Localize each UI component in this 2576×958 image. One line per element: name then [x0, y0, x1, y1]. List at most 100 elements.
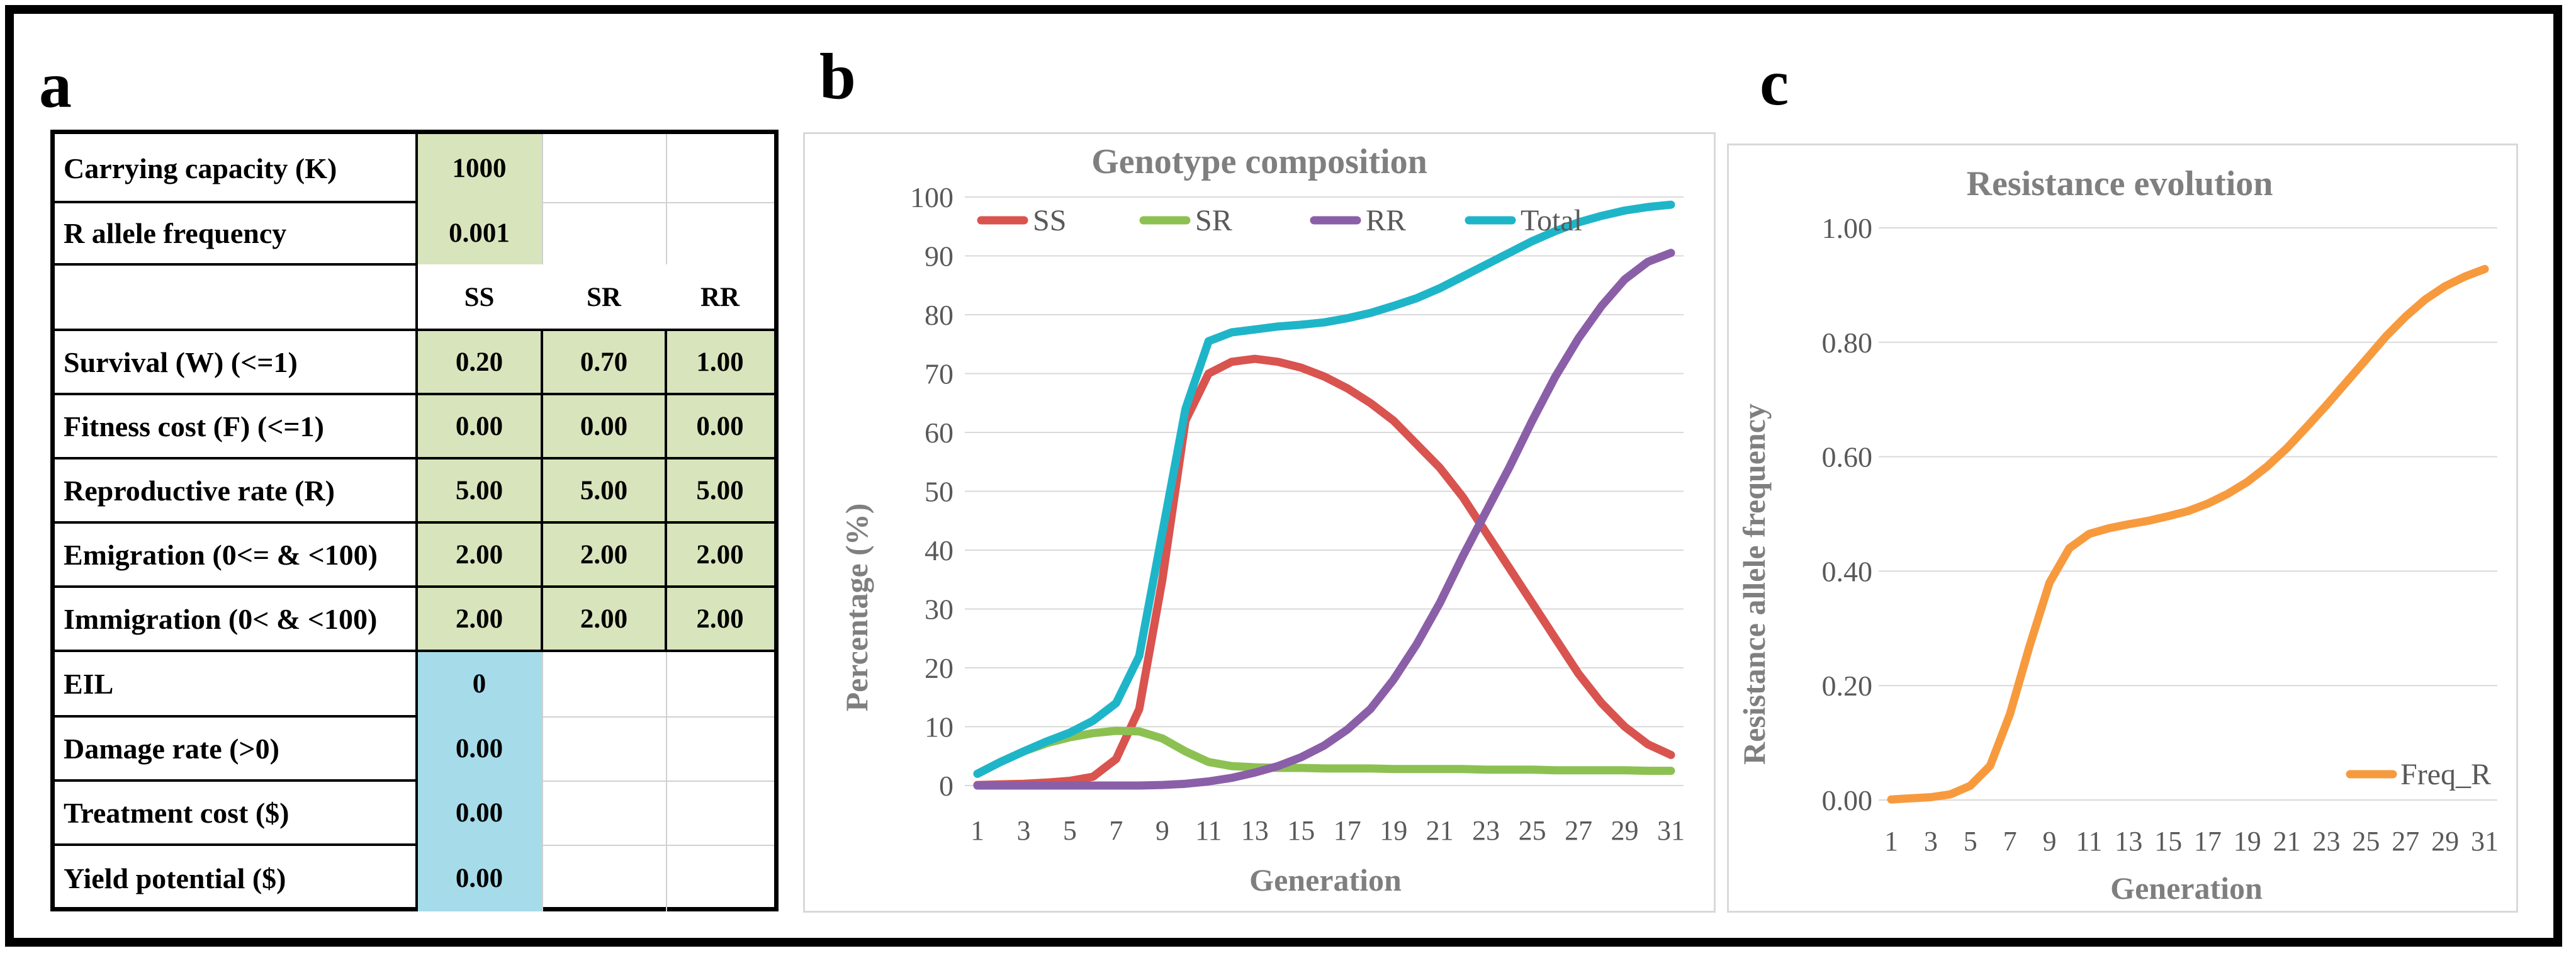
x-tick-label: 9 [2042, 826, 2056, 857]
x-tick-label: 5 [1063, 815, 1077, 846]
fitness-cost-ss[interactable]: 0.00 [417, 394, 542, 458]
y-tick-label: 20 [925, 652, 953, 684]
row-label-yield-potential: Yield potential ($) [64, 862, 286, 894]
fitness-cost-rr[interactable]: 0.00 [666, 394, 774, 458]
x-tick-label: 21 [2273, 826, 2301, 857]
genotype-composition-chart: Genotype composition 0 10 20 30 40 50 60 70 80 90… [839, 142, 1685, 898]
treatment-cost-value[interactable]: 0.00 [455, 797, 503, 828]
panel-label-b: b [819, 40, 856, 113]
damage-rate-value[interactable]: 0.00 [455, 733, 503, 764]
x-tick-label: 11 [1195, 815, 1222, 846]
table-border [55, 521, 774, 524]
y-tick-label: 100 [910, 181, 953, 213]
chart-title: Genotype composition [1091, 142, 1427, 181]
y-tick-label: 60 [925, 417, 953, 449]
panel-label-a: a [39, 49, 72, 121]
table-border [55, 201, 417, 203]
x-tick-label: 17 [1334, 815, 1361, 846]
immigration-sr[interactable]: 2.00 [542, 587, 666, 651]
parameter-table: 1000 0.001 Carrying capacity (K) R allel… [50, 130, 779, 911]
y-tick-label: 10 [925, 711, 953, 743]
x-tick-label: 3 [1924, 826, 1938, 857]
y-tick-label: 50 [925, 476, 953, 508]
immigration-rr[interactable]: 2.00 [666, 587, 774, 651]
x-tick-label: 1 [1884, 826, 1898, 857]
series-line-rr [973, 249, 1675, 790]
r-allele-frequency-value[interactable]: 0.001 [417, 202, 542, 264]
x-tick-label: 23 [2313, 826, 2341, 857]
x-tick-label: 21 [1426, 815, 1454, 846]
x-tick-label: 11 [2076, 826, 2102, 857]
x-tick-label: 15 [1287, 815, 1315, 846]
y-tick-label: 70 [925, 358, 953, 390]
table-border [55, 457, 774, 459]
y-tick-label: 40 [925, 534, 953, 566]
series-line-total [973, 200, 1675, 778]
y-tick-label: 0.80 [1822, 327, 1873, 359]
series-line-ss [973, 354, 1675, 789]
fitness-cost-sr[interactable]: 0.00 [542, 394, 666, 458]
gridline [542, 780, 774, 782]
x-tick-label: 17 [2194, 826, 2222, 857]
x-tick-label: 3 [1016, 815, 1030, 846]
x-tick-label: 5 [1964, 826, 1977, 857]
table-border [55, 393, 774, 395]
gridline [542, 845, 774, 846]
reproductive-rate-ss[interactable]: 5.00 [417, 458, 542, 522]
r-allele-frequency-label: R allele frequency [64, 217, 287, 249]
survival-sr[interactable]: 0.70 [542, 330, 666, 394]
x-tick-label: 29 [1611, 815, 1639, 846]
table-border [415, 134, 418, 911]
x-tick-label: 29 [2431, 826, 2459, 857]
reproductive-rate-sr[interactable]: 5.00 [542, 458, 666, 522]
x-tick-label: 9 [1156, 815, 1169, 846]
reproductive-rate-rr[interactable]: 5.00 [666, 458, 774, 522]
emigration-rr[interactable]: 2.00 [666, 522, 774, 587]
row-label-damage-rate: Damage rate (>0) [64, 732, 279, 765]
x-tick-label: 19 [1380, 815, 1407, 846]
x-tick-label: 25 [1519, 815, 1546, 846]
legend-label-freq-r: Freq_R [2400, 758, 2491, 791]
y-tick-label: 0.60 [1822, 441, 1873, 473]
x-tick-label: 31 [1657, 815, 1685, 846]
y-tick-label: 1.00 [1822, 212, 1873, 244]
gridline [542, 202, 774, 203]
eil-value[interactable]: 0 [472, 668, 487, 699]
x-axis-label: Generation [1249, 862, 1402, 898]
carrying-capacity-value[interactable]: 1000 [417, 134, 542, 202]
x-tick-label: 27 [1565, 815, 1592, 846]
yield-potential-value[interactable]: 0.00 [455, 863, 503, 893]
y-tick-label: 80 [925, 299, 953, 331]
legend-label-total: Total [1521, 204, 1582, 237]
row-label-reproductive-rate: Reproductive rate (R) [64, 474, 335, 507]
emigration-ss[interactable]: 2.00 [417, 522, 542, 587]
table-border [55, 329, 774, 331]
y-tick-label: 0.20 [1822, 670, 1873, 702]
x-tick-label: 15 [2154, 826, 2182, 857]
header-sr: SR [587, 282, 621, 312]
legend-label-rr: RR [1366, 204, 1406, 237]
x-tick-label: 31 [2471, 826, 2499, 857]
row-label-emigration: Emigration (0<= & <100) [64, 538, 378, 571]
emigration-sr[interactable]: 2.00 [542, 522, 666, 587]
table-border [55, 779, 417, 782]
x-tick-label: 25 [2352, 826, 2380, 857]
row-label-eil: EIL [64, 667, 114, 700]
y-tick-label: 90 [925, 240, 953, 273]
survival-ss[interactable]: 0.20 [417, 330, 542, 394]
panel-label-c: c [1760, 47, 1789, 119]
y-axis-label: Resistance allele frequency [1736, 403, 1772, 765]
table-border [55, 843, 417, 846]
immigration-ss[interactable]: 2.00 [417, 587, 542, 651]
x-axis-label: Generation [2110, 871, 2263, 906]
economic-values-background [417, 651, 542, 911]
row-label-immigration: Immigration (0< & <100) [64, 602, 378, 635]
x-tick-label: 7 [2003, 826, 2017, 857]
x-tick-label: 23 [1472, 815, 1500, 846]
y-tick-label: 30 [925, 594, 953, 626]
x-tick-label: 13 [1241, 815, 1269, 846]
row-label-fitness-cost: Fitness cost (F) (<=1) [64, 410, 324, 442]
survival-rr[interactable]: 1.00 [666, 330, 774, 394]
header-ss: SS [464, 282, 495, 312]
y-tick-label: 0 [939, 770, 953, 802]
